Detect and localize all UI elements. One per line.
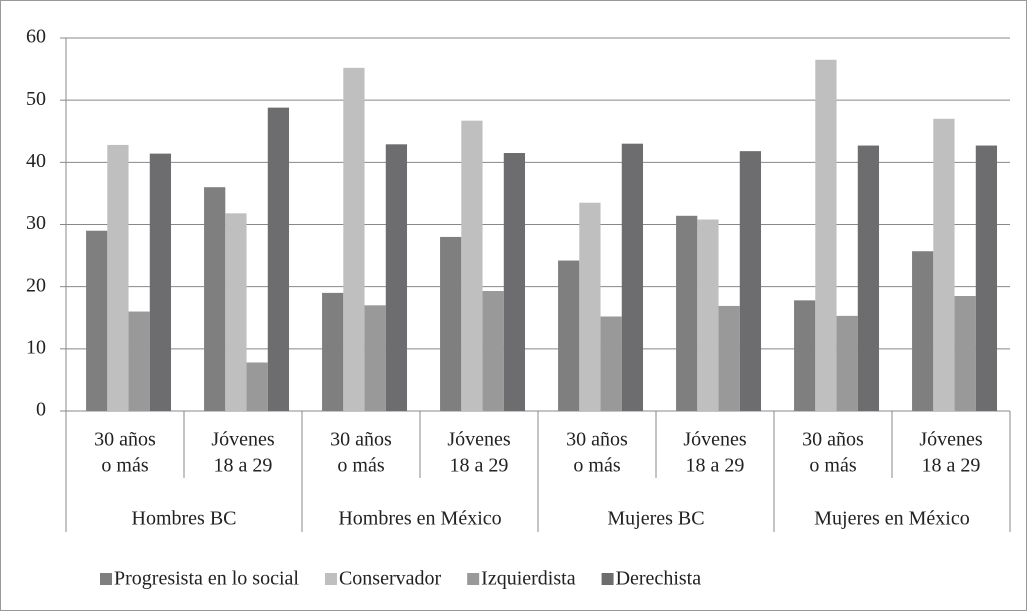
bar [718, 305, 740, 411]
x-tick-label: 18 a 29 [922, 455, 981, 477]
bar [579, 202, 601, 411]
legend-swatch [100, 573, 112, 585]
bar [600, 316, 622, 411]
x-tick-label: 18 a 29 [686, 455, 745, 477]
x-tick-label: o más [573, 455, 620, 477]
x-tick-label: 30 años [94, 429, 156, 451]
bar [558, 260, 580, 411]
x-tick-label: 18 a 29 [214, 455, 273, 477]
legend-label: Conservador [339, 568, 442, 590]
bar [836, 315, 858, 411]
group-label: Mujeres en México [814, 508, 970, 530]
bar [204, 187, 226, 411]
bar [482, 291, 504, 411]
bar [440, 236, 462, 411]
bar [322, 292, 344, 411]
y-tick-label: 30 [26, 212, 46, 234]
legend-swatch [601, 573, 614, 585]
bar [794, 300, 816, 411]
bar [739, 151, 762, 412]
x-tick-label: 18 a 29 [450, 455, 509, 477]
bar [697, 219, 719, 411]
bar [225, 213, 247, 411]
bar [621, 143, 644, 411]
x-tick-label: o más [337, 455, 384, 477]
y-tick-label: 60 [26, 26, 46, 48]
bar [912, 251, 934, 411]
bar [815, 59, 837, 412]
group-label: Hombres en México [338, 508, 501, 530]
bar [975, 145, 998, 411]
x-tick-label: o más [809, 455, 856, 477]
x-tick-label: o más [101, 455, 148, 477]
legend-label: Izquierdista [481, 568, 576, 590]
bar [246, 362, 268, 411]
bar [107, 144, 129, 411]
bar [86, 230, 108, 411]
x-tick-label: 30 años [802, 429, 864, 451]
x-tick-label: 30 años [566, 429, 628, 451]
bar [385, 144, 408, 411]
bar [857, 145, 880, 411]
x-tick-label: 30 años [330, 429, 392, 451]
bar [128, 311, 150, 411]
group-label: Mujeres BC [607, 508, 704, 530]
group-label: Hombres BC [132, 508, 237, 530]
y-tick-label: 40 [26, 150, 46, 172]
bar [954, 295, 976, 411]
bar [503, 153, 526, 411]
x-tick-label: Jóvenes [447, 429, 511, 451]
y-tick-label: 50 [26, 88, 46, 110]
y-tick-label: 0 [36, 399, 46, 421]
y-tick-label: 20 [26, 274, 46, 296]
legend-label: Derechista [616, 568, 702, 590]
bar [364, 305, 386, 411]
legend-label: Progresista en lo social [114, 568, 299, 590]
bar [676, 215, 698, 411]
x-tick-label: Jóvenes [211, 429, 275, 451]
bar [149, 153, 172, 411]
bar [461, 120, 483, 411]
bar [343, 67, 365, 411]
bar [933, 118, 955, 412]
bar [267, 107, 290, 412]
legend-swatch [324, 573, 337, 585]
x-tick-label: Jóvenes [919, 429, 983, 451]
y-tick-label: 10 [26, 336, 46, 358]
x-tick-label: Jóvenes [683, 429, 747, 451]
legend-swatch [467, 573, 480, 585]
